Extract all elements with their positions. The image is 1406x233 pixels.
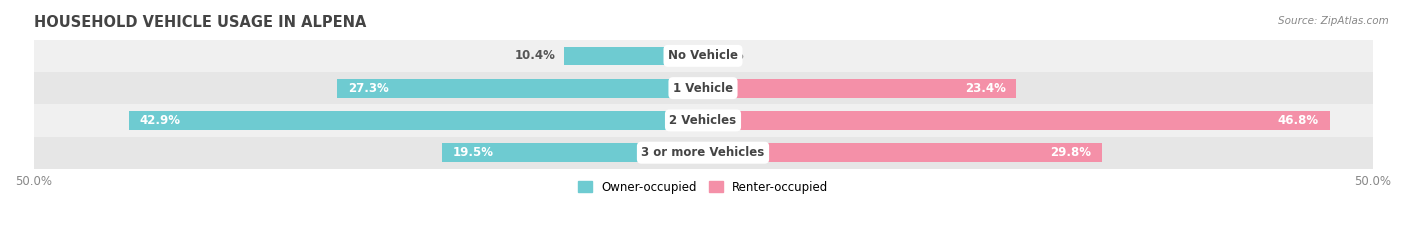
Text: Source: ZipAtlas.com: Source: ZipAtlas.com [1278, 16, 1389, 26]
Bar [337, 79, 703, 97]
Text: 23.4%: 23.4% [965, 82, 1005, 95]
Text: 19.5%: 19.5% [453, 146, 494, 159]
Text: 1 Vehicle: 1 Vehicle [673, 82, 733, 95]
Bar [441, 143, 703, 162]
Text: 10.4%: 10.4% [515, 49, 555, 62]
Bar [34, 104, 1372, 137]
Text: No Vehicle: No Vehicle [668, 49, 738, 62]
Bar [34, 40, 1372, 72]
Bar [34, 72, 1372, 104]
Bar [703, 143, 1102, 162]
Text: HOUSEHOLD VEHICLE USAGE IN ALPENA: HOUSEHOLD VEHICLE USAGE IN ALPENA [34, 15, 366, 30]
Text: 27.3%: 27.3% [349, 82, 389, 95]
Bar [564, 47, 703, 65]
Bar [128, 111, 703, 130]
Text: 29.8%: 29.8% [1050, 146, 1091, 159]
Text: 3 or more Vehicles: 3 or more Vehicles [641, 146, 765, 159]
Text: 2 Vehicles: 2 Vehicles [669, 114, 737, 127]
Text: 42.9%: 42.9% [139, 114, 180, 127]
Bar [703, 79, 1017, 97]
Bar [703, 111, 1330, 130]
Text: 0.0%: 0.0% [711, 49, 744, 62]
Legend: Owner-occupied, Renter-occupied: Owner-occupied, Renter-occupied [578, 181, 828, 194]
Text: 46.8%: 46.8% [1278, 114, 1319, 127]
Bar [34, 137, 1372, 169]
